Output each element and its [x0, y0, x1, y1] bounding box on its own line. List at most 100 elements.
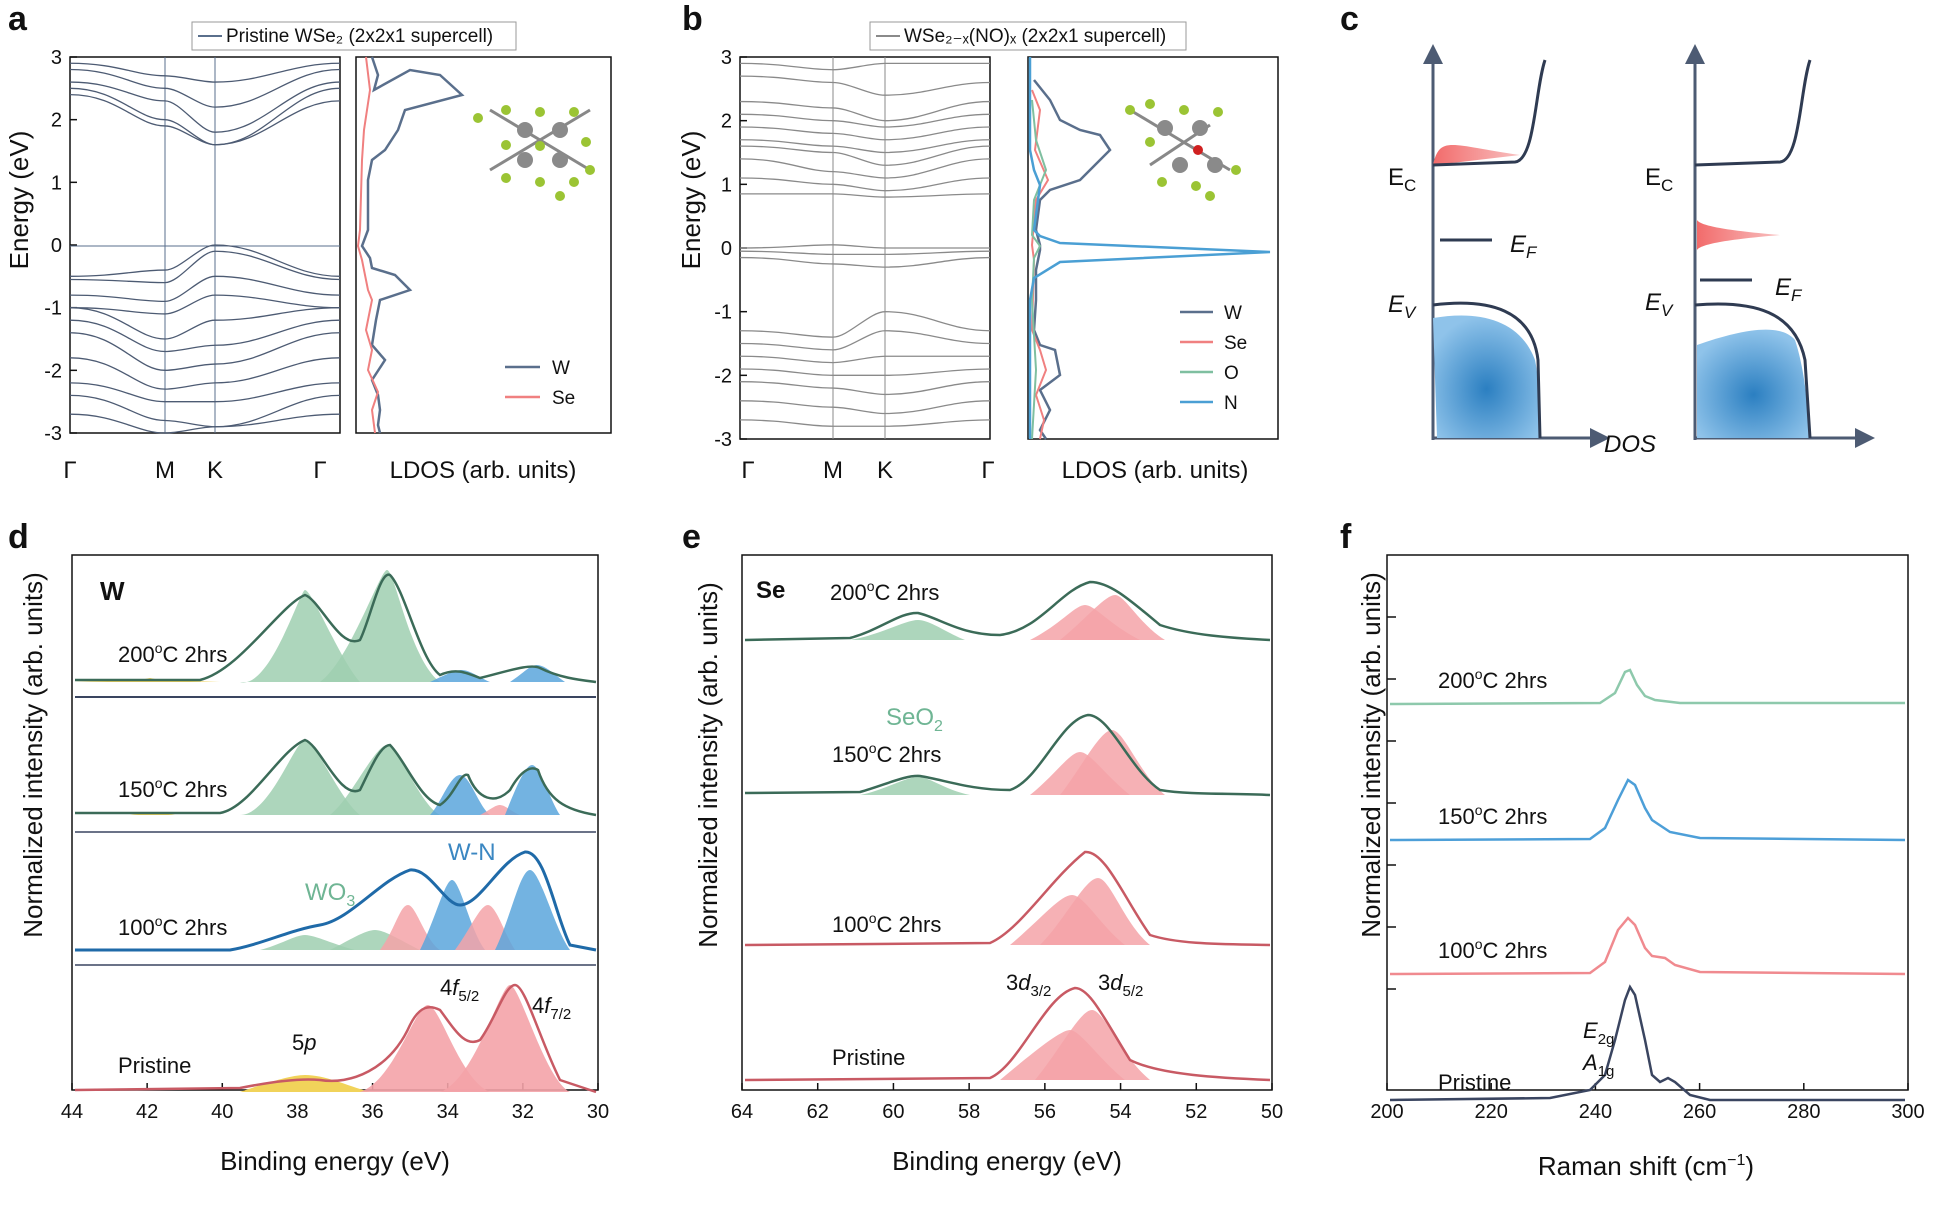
- panel-label-b: b: [682, 0, 703, 38]
- y-axis-label: Energy (eV): [676, 131, 706, 270]
- band-legend-text: Pristine WSe₂ (2x2x1 supercell): [226, 26, 493, 47]
- band-plot-frame: [69, 56, 341, 434]
- x-tick-label: 36: [361, 1101, 383, 1123]
- band-line: [739, 381, 991, 396]
- atom-se: [555, 191, 565, 201]
- band-line: [740, 193, 991, 198]
- spectrum-line: [744, 986, 1271, 1082]
- x-tick-label: 220: [1475, 1101, 1508, 1123]
- y-tick-label: -1: [714, 302, 732, 324]
- band-line: [69, 307, 341, 340]
- 3d32-label: 3d3/2: [1006, 970, 1051, 1000]
- band-line: [739, 126, 991, 141]
- atom-se: [501, 105, 511, 115]
- y-axis-label: Energy (eV): [4, 131, 34, 270]
- band-line: [69, 382, 341, 403]
- x-axis-label: Binding energy (eV): [892, 1146, 1122, 1176]
- pristine-label: Pristine: [118, 1053, 191, 1078]
- temp-label-150c: 150oC 2hrs: [832, 740, 941, 767]
- kpoint-k: K: [207, 457, 223, 484]
- ec-label-left: EC: [1388, 164, 1416, 195]
- peak-wo3-1: [240, 590, 360, 683]
- atom-se: [569, 107, 579, 117]
- atom-se: [1179, 105, 1189, 115]
- x-tick-label: 240: [1579, 1101, 1612, 1123]
- atom-w: [517, 152, 533, 168]
- temp-label-200c: 200oC 2hrs: [830, 578, 939, 605]
- peak-wn-2: [505, 765, 560, 815]
- peak-w-metal-1: [380, 905, 440, 950]
- band-line: [69, 87, 341, 146]
- atom-se: [535, 141, 545, 151]
- e2g-label: E2g: [1583, 1018, 1614, 1048]
- spectrum-line: [744, 580, 1271, 642]
- element-label: W: [100, 576, 125, 606]
- atom-se: [1231, 165, 1241, 175]
- ldos-frame: [355, 56, 612, 434]
- atom-se: [1205, 191, 1215, 201]
- spectrum-line: [75, 738, 597, 817]
- x-axis-label: Raman shift (cm−1): [1538, 1151, 1754, 1181]
- molecule-doped: [1125, 99, 1241, 201]
- peak-wn-2: [510, 665, 565, 682]
- ev-label-left: EV: [1388, 291, 1417, 322]
- y-tick-label: 1: [721, 174, 732, 196]
- band-line: [739, 330, 991, 351]
- panel-label-f: f: [1340, 518, 1352, 556]
- band-line: [739, 368, 991, 376]
- band-line: [69, 394, 341, 428]
- wo3-label: WO3: [305, 879, 355, 910]
- spectrum-200c: 200oC 2hrs: [75, 570, 597, 698]
- y-tick-label: 3: [51, 47, 62, 69]
- atom-se: [1213, 107, 1223, 117]
- ldos-axis-label: LDOS (arb. units): [1062, 457, 1249, 484]
- atom-se: [473, 113, 483, 123]
- kpoint-k: K: [877, 457, 893, 484]
- peak-wn-1: [430, 775, 490, 815]
- atom-w: [517, 122, 533, 138]
- spectrum-line: [75, 850, 597, 952]
- raman-spectrum-100c: [1389, 916, 1906, 976]
- peak-3d52: [1060, 730, 1165, 795]
- band-line: [69, 62, 341, 83]
- wn-label: W-N: [448, 839, 496, 866]
- x-tick-label: 260: [1683, 1101, 1716, 1123]
- 5p-label: 5p: [292, 1030, 317, 1055]
- peak-wo3-2: [330, 745, 440, 815]
- band-line: [69, 413, 341, 434]
- temp-label-100c: 100oC 2hrs: [1438, 936, 1547, 963]
- band-line: [69, 81, 341, 133]
- ef-label-right: EF: [1775, 274, 1803, 305]
- x-axis-label: Binding energy (eV): [220, 1146, 450, 1176]
- kpoint-gamma-1: Γ: [63, 457, 76, 484]
- atom-se: [501, 173, 511, 183]
- spectrum-line: [75, 573, 597, 684]
- dos-arrow-left: [1590, 428, 1610, 448]
- molecule-wse2: [473, 105, 595, 201]
- atom-se: [1145, 99, 1155, 109]
- spectrum-line: [74, 983, 597, 1094]
- spectrum-line: [744, 713, 1271, 797]
- bond: [489, 108, 591, 172]
- spectrum-pristine: Pristine 5p 4f5/2 4f7/2: [74, 975, 597, 1094]
- panel-f: Normalized intensity (arb. units) 200 220…: [1356, 554, 1925, 1181]
- seo2-label: SeO2: [886, 704, 943, 735]
- raman-spectrum-150c: [1389, 778, 1906, 842]
- plot-frame: [1386, 554, 1909, 1091]
- kpoint-gamma-2: Γ: [313, 457, 326, 484]
- raman-spectrum-200c: [1389, 668, 1905, 706]
- spectrum-100c: 100oC 2hrs: [744, 850, 1271, 947]
- panel-label-a: a: [8, 0, 28, 38]
- atom-se: [585, 165, 595, 175]
- x-tick-label: 60: [882, 1101, 904, 1123]
- y-tick-label: 0: [51, 235, 62, 257]
- peak-3d52: [1040, 878, 1150, 945]
- panel-a: Pristine WSe₂ (2x2x1 supercell) Energy (…: [4, 21, 612, 484]
- y-ticks: 3 2 1 0 -1 -2 -3: [714, 47, 747, 451]
- y-tick-label: 2: [51, 110, 62, 132]
- panel-label-c: c: [1340, 0, 1359, 38]
- y-tick-label: -3: [714, 429, 732, 451]
- atom-se: [1191, 181, 1201, 191]
- x-tick-label: 44: [61, 1101, 83, 1123]
